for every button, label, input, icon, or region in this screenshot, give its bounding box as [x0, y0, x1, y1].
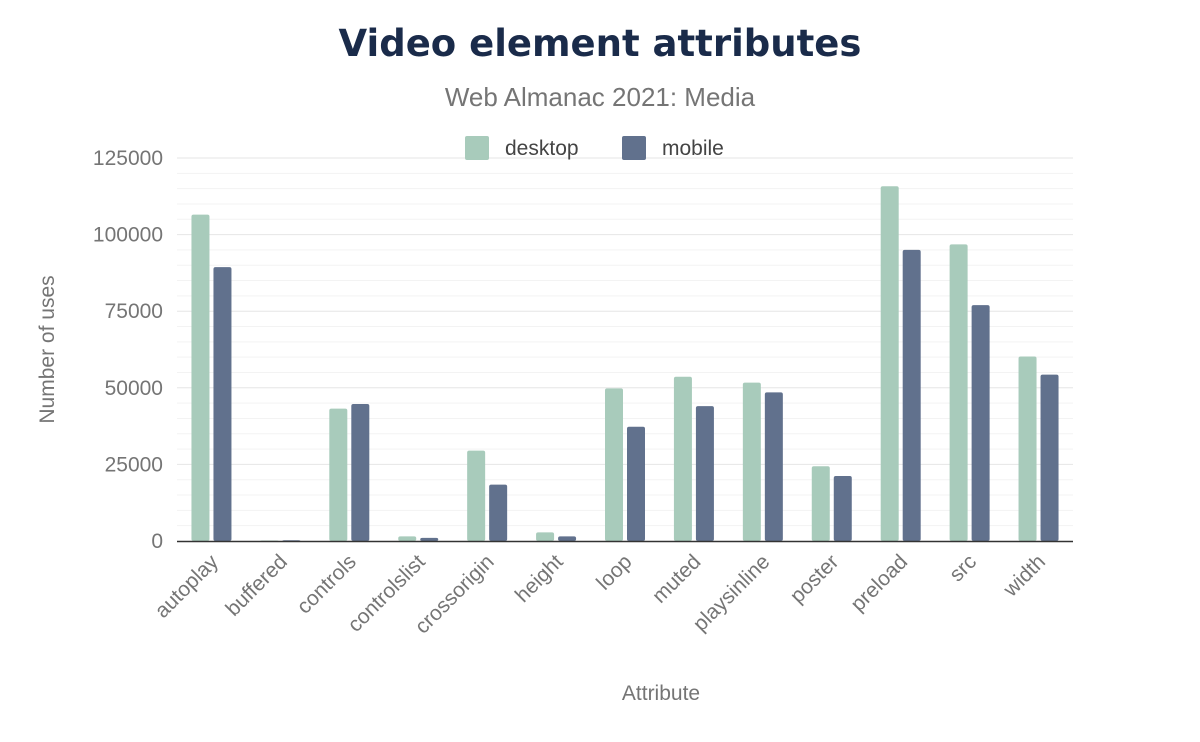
- y-axis-ticks: 0 25000 50000 75000 100000 125000: [93, 147, 163, 553]
- gridlines: [177, 157, 1073, 527]
- bar-desktop-src: [949, 244, 968, 542]
- bar-mobile-crossorigin: [489, 484, 508, 541]
- bar-mobile-controls: [351, 404, 370, 541]
- bar-mobile-height: [558, 536, 577, 541]
- legend-swatch-desktop: [465, 136, 489, 160]
- chart-title: Video element attributes: [338, 22, 862, 65]
- x-tick-label: controls: [293, 550, 361, 618]
- chart-subtitle: Web Almanac 2021: Media: [444, 82, 756, 112]
- y-tick-label: 75000: [105, 300, 163, 323]
- bar-desktop-width: [1018, 356, 1037, 541]
- x-tick-label: loop: [592, 550, 636, 594]
- bar-mobile-muted: [695, 406, 714, 541]
- bar-mobile-preload: [902, 249, 921, 542]
- bars: [191, 186, 1059, 542]
- bar-mobile-autoplay: [213, 267, 232, 541]
- legend-swatch-mobile: [622, 136, 646, 160]
- bar-desktop-controlslist: [398, 536, 417, 541]
- x-axis-title: Attribute: [622, 682, 700, 705]
- x-tick-label: buffered: [221, 550, 291, 620]
- bar-mobile-width: [1040, 374, 1059, 541]
- legend: desktop mobile: [465, 136, 724, 160]
- x-tick-label: height: [511, 550, 568, 607]
- legend-label-mobile: mobile: [662, 137, 724, 160]
- x-tick-label: src: [945, 550, 981, 586]
- bar-mobile-src: [971, 305, 990, 541]
- bar-mobile-loop: [627, 426, 645, 541]
- bar-desktop-playsinline: [742, 382, 761, 541]
- bar-mobile-poster: [833, 476, 852, 541]
- bar-desktop-muted: [673, 376, 692, 541]
- bar-desktop-controls: [329, 408, 348, 541]
- bar-desktop-height: [536, 532, 555, 541]
- y-axis-title: Number of uses: [36, 275, 59, 423]
- bar-mobile-controlslist: [420, 537, 439, 541]
- bar-desktop-loop: [605, 388, 623, 541]
- bar-desktop-autoplay: [191, 214, 210, 541]
- x-tick-label: preload: [846, 550, 912, 616]
- y-tick-label: 100000: [93, 224, 163, 247]
- x-tick-label: muted: [648, 550, 706, 608]
- bar-mobile-playsinline: [764, 392, 783, 541]
- y-tick-label: 25000: [105, 453, 163, 476]
- x-tick-label: width: [998, 550, 1050, 602]
- legend-label-desktop: desktop: [505, 137, 579, 160]
- y-tick-label: 125000: [93, 147, 163, 170]
- bar-desktop-crossorigin: [467, 450, 486, 541]
- bar-desktop-poster: [811, 466, 830, 541]
- y-tick-label: 0: [151, 530, 163, 553]
- y-tick-label: 50000: [105, 377, 163, 400]
- x-tick-label: poster: [786, 550, 844, 608]
- bar-desktop-preload: [880, 186, 899, 542]
- x-tick-label: autoplay: [151, 550, 224, 623]
